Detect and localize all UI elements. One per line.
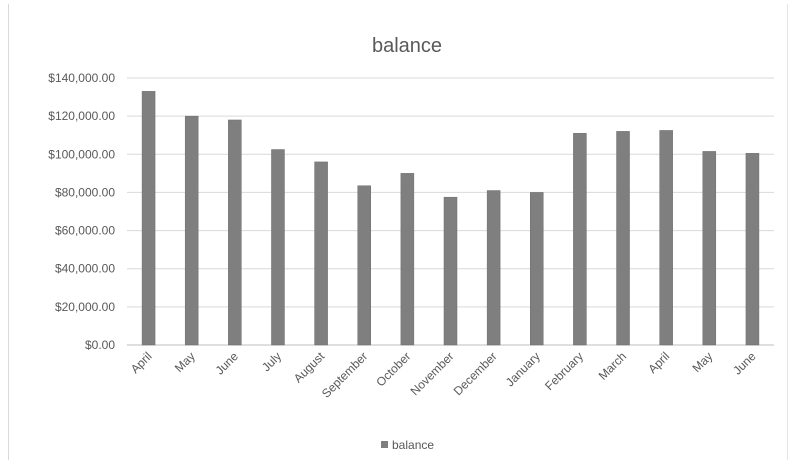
bar (314, 161, 328, 346)
legend: balance (381, 438, 434, 452)
y-tick-label: $100,000.00 (48, 147, 115, 161)
y-tick-label: $60,000.00 (55, 224, 115, 238)
x-tick-label: June (213, 349, 242, 378)
bar (486, 190, 501, 346)
x-tick-label: January (503, 349, 543, 389)
bar (745, 153, 760, 346)
y-tick-label: $40,000.00 (55, 262, 115, 276)
bar (702, 151, 717, 346)
x-tick-label: March (596, 349, 629, 382)
bar (616, 131, 630, 346)
x-tick-label: May (689, 349, 715, 375)
x-tick-label: August (291, 349, 328, 386)
x-tick-label: December (451, 349, 500, 398)
legend-swatch (381, 441, 388, 448)
chart-canvas: balance $0.00 $20,000.00 $40,000.00 $60,000… (48, 35, 774, 452)
y-axis-ticks: $0.00 $20,000.00 $40,000.00 $60,000.00 $80,0… (48, 71, 115, 352)
x-tick-label: April (645, 349, 672, 376)
legend-label: balance (392, 438, 434, 452)
bar-series (141, 91, 760, 346)
x-tick-label: September (319, 349, 370, 400)
chart-area: balance $0.00 $20,000.00 $40,000.00 $60,000… (8, 4, 788, 460)
bar (271, 149, 285, 346)
bar (184, 115, 199, 346)
y-tick-label: $140,000.00 (48, 71, 115, 85)
bar (443, 196, 458, 346)
x-tick-label: November (408, 349, 457, 398)
y-tick-label: $20,000.00 (55, 300, 115, 314)
x-tick-label: April (128, 349, 155, 376)
x-tick-label: May (172, 349, 198, 375)
x-tick-label: June (730, 349, 759, 378)
x-tick-label: February (542, 349, 586, 393)
bar (530, 192, 544, 346)
bar (141, 91, 156, 346)
bar (659, 130, 673, 346)
x-tick-label: July (259, 349, 284, 374)
y-tick-label: $80,000.00 (55, 185, 115, 199)
bar (357, 185, 371, 346)
bar (573, 133, 587, 346)
x-tick-label: October (373, 349, 413, 389)
bar (400, 173, 415, 346)
y-tick-label: $0.00 (85, 338, 115, 352)
bar (228, 119, 242, 346)
chart-title: balance (372, 35, 442, 57)
y-tick-label: $120,000.00 (48, 109, 115, 123)
